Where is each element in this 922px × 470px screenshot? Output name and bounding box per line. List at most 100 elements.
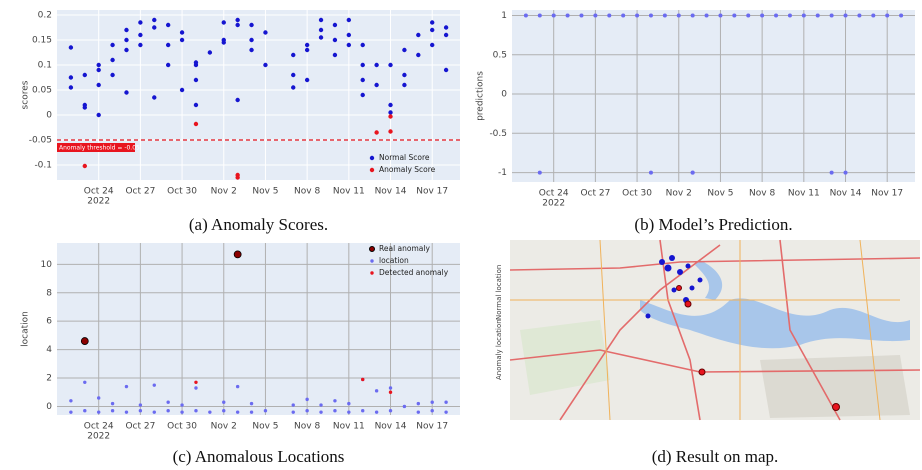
y-axis-label: location: [21, 311, 31, 347]
point: [249, 48, 253, 52]
point: [236, 410, 239, 413]
point: [291, 85, 295, 89]
point: [125, 385, 128, 388]
point: [444, 33, 448, 37]
point: [264, 409, 267, 412]
point: [138, 20, 142, 24]
point: [180, 403, 183, 406]
point: [871, 13, 875, 17]
figure: Anomaly location Normal location (d) Res…: [0, 0, 922, 470]
point: [885, 13, 889, 17]
x-tick-label: Nov 5: [252, 187, 278, 197]
x-tick-label: Nov 11: [333, 422, 365, 432]
y-tick-label: 0: [46, 111, 52, 121]
point: [593, 13, 597, 17]
legend-label: Anomaly Score: [379, 165, 436, 174]
y-tick-label: 2: [46, 374, 52, 384]
point: [691, 13, 695, 17]
point: [402, 48, 406, 52]
point: [732, 13, 736, 17]
point: [444, 410, 447, 413]
point: [361, 378, 364, 381]
x-tick-label: Oct 30: [167, 187, 197, 197]
point: [111, 409, 114, 412]
y-tick-label: -0.1: [34, 161, 52, 171]
point: [180, 30, 184, 34]
point: [291, 53, 295, 57]
point: [180, 88, 184, 92]
point: [83, 164, 87, 168]
point: [250, 410, 253, 413]
point: [124, 38, 128, 42]
point: [361, 63, 365, 67]
point: [374, 83, 378, 87]
point: [388, 129, 392, 133]
x-tick-label: Nov 2: [211, 422, 237, 432]
point: [235, 98, 239, 102]
point: [250, 402, 253, 405]
point: [388, 110, 392, 114]
point: [97, 396, 100, 399]
threshold-annotation: Anomaly threshold = -0.05: [59, 144, 140, 151]
point: [263, 30, 267, 34]
y-tick-label: -0.5: [489, 129, 507, 139]
legend-label: location: [379, 256, 409, 265]
x-tick-label: Oct 24: [539, 189, 569, 199]
x-tick-label: Nov 8: [294, 422, 320, 432]
y-tick-label: 1: [501, 11, 507, 21]
x-tick-label: Oct 27: [125, 422, 155, 432]
point: [152, 95, 156, 99]
point: [621, 13, 625, 17]
x-tick-label: Oct 27: [580, 189, 610, 199]
point: [417, 402, 420, 405]
point: [69, 399, 72, 402]
point: [96, 113, 100, 117]
x-year-label: 2022: [542, 199, 565, 209]
point: [292, 403, 295, 406]
point: [444, 401, 447, 404]
point: [153, 383, 156, 386]
y-tick-label: 0.5: [493, 50, 507, 60]
point: [830, 171, 834, 175]
point: [333, 53, 337, 57]
point: [402, 73, 406, 77]
y-tick-label: 8: [46, 288, 52, 298]
point: [83, 409, 86, 412]
point: [774, 13, 778, 17]
point: [305, 48, 309, 52]
point: [194, 386, 197, 389]
caption: (d) Result on map.: [652, 447, 779, 466]
point: [81, 338, 88, 345]
x-tick-label: Nov 14: [830, 189, 862, 199]
point: [319, 410, 322, 413]
point: [194, 122, 198, 126]
x-tick-label: Nov 8: [294, 187, 320, 197]
y-tick-label: 0.1: [38, 61, 52, 71]
point: [388, 103, 392, 107]
point: [152, 25, 156, 29]
point: [194, 78, 198, 82]
x-tick-label: Oct 24: [84, 187, 114, 197]
point: [139, 403, 142, 406]
point: [222, 20, 226, 24]
y-axis-label: scores: [21, 80, 31, 109]
x-tick-label: Nov 2: [666, 189, 692, 199]
point: [319, 28, 323, 32]
point: [416, 53, 420, 57]
caption: (b) Model’s Prediction.: [634, 215, 792, 234]
x-year-label: 2022: [87, 197, 110, 207]
point: [96, 68, 100, 72]
point: [125, 410, 128, 413]
point: [97, 410, 100, 413]
point: [152, 18, 156, 22]
point: [319, 403, 322, 406]
point: [388, 63, 392, 67]
point: [305, 409, 308, 412]
point: [788, 13, 792, 17]
point: [194, 103, 198, 107]
point: [153, 410, 156, 413]
point: [69, 75, 73, 79]
point: [389, 386, 392, 389]
point: [291, 73, 295, 77]
plot-background: [512, 10, 915, 182]
